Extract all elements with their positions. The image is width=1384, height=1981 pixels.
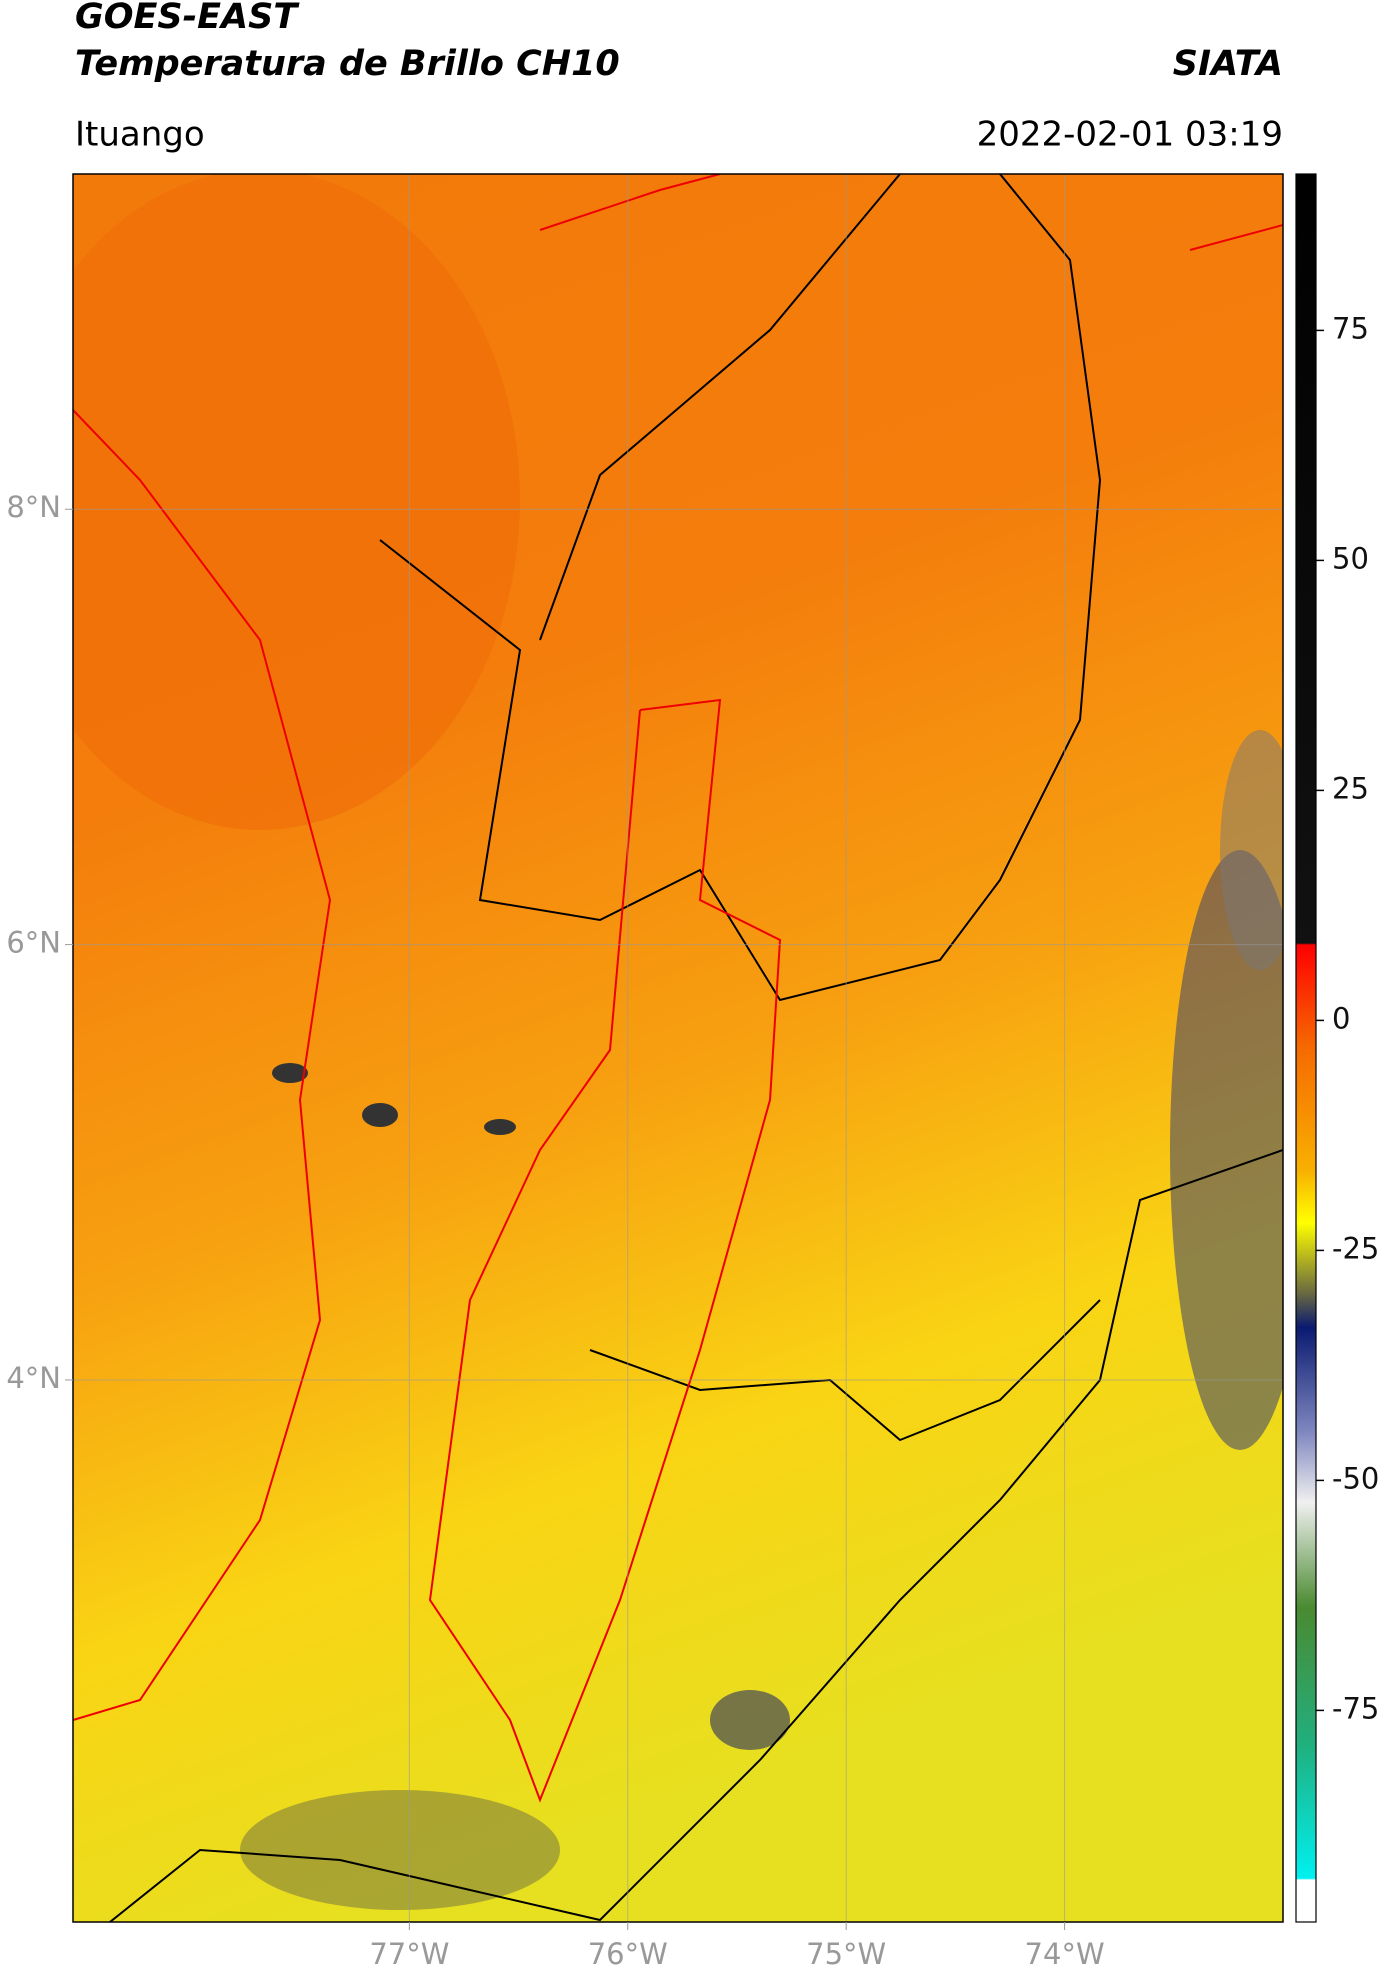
colorbar bbox=[1295, 173, 1317, 1923]
location: Ituango bbox=[75, 115, 205, 155]
datetime: 2022-02-01 03:19 bbox=[977, 115, 1283, 155]
x-tick-label: 76°W bbox=[588, 1937, 668, 1971]
y-tick-label: 8°N bbox=[6, 490, 61, 524]
colorbar-tick-label: -25 bbox=[1332, 1231, 1379, 1265]
map-frame bbox=[72, 173, 1284, 1923]
map-image bbox=[73, 174, 1283, 1922]
colorbar-tick-label: -75 bbox=[1332, 1691, 1379, 1725]
graticule bbox=[73, 174, 1283, 1922]
subtitle: Temperatura de Brillo CH10 bbox=[75, 44, 620, 84]
colorbar-tick-label: 50 bbox=[1332, 541, 1369, 575]
colorbar-tick-label: -50 bbox=[1332, 1461, 1379, 1495]
x-tick-label: 74°W bbox=[1025, 1937, 1105, 1971]
colorbar-tick-label: 25 bbox=[1332, 771, 1369, 805]
colorbar-tick-label: 75 bbox=[1332, 311, 1369, 345]
x-tick-label: 77°W bbox=[369, 1937, 449, 1971]
y-tick-label: 6°N bbox=[6, 926, 61, 960]
y-tick-label: 4°N bbox=[6, 1361, 61, 1395]
source: SIATA bbox=[1173, 44, 1283, 84]
colorbar-tick-label: 0 bbox=[1332, 1001, 1350, 1035]
title: GOES-EAST bbox=[75, 0, 300, 37]
x-tick-label: 75°W bbox=[806, 1937, 886, 1971]
